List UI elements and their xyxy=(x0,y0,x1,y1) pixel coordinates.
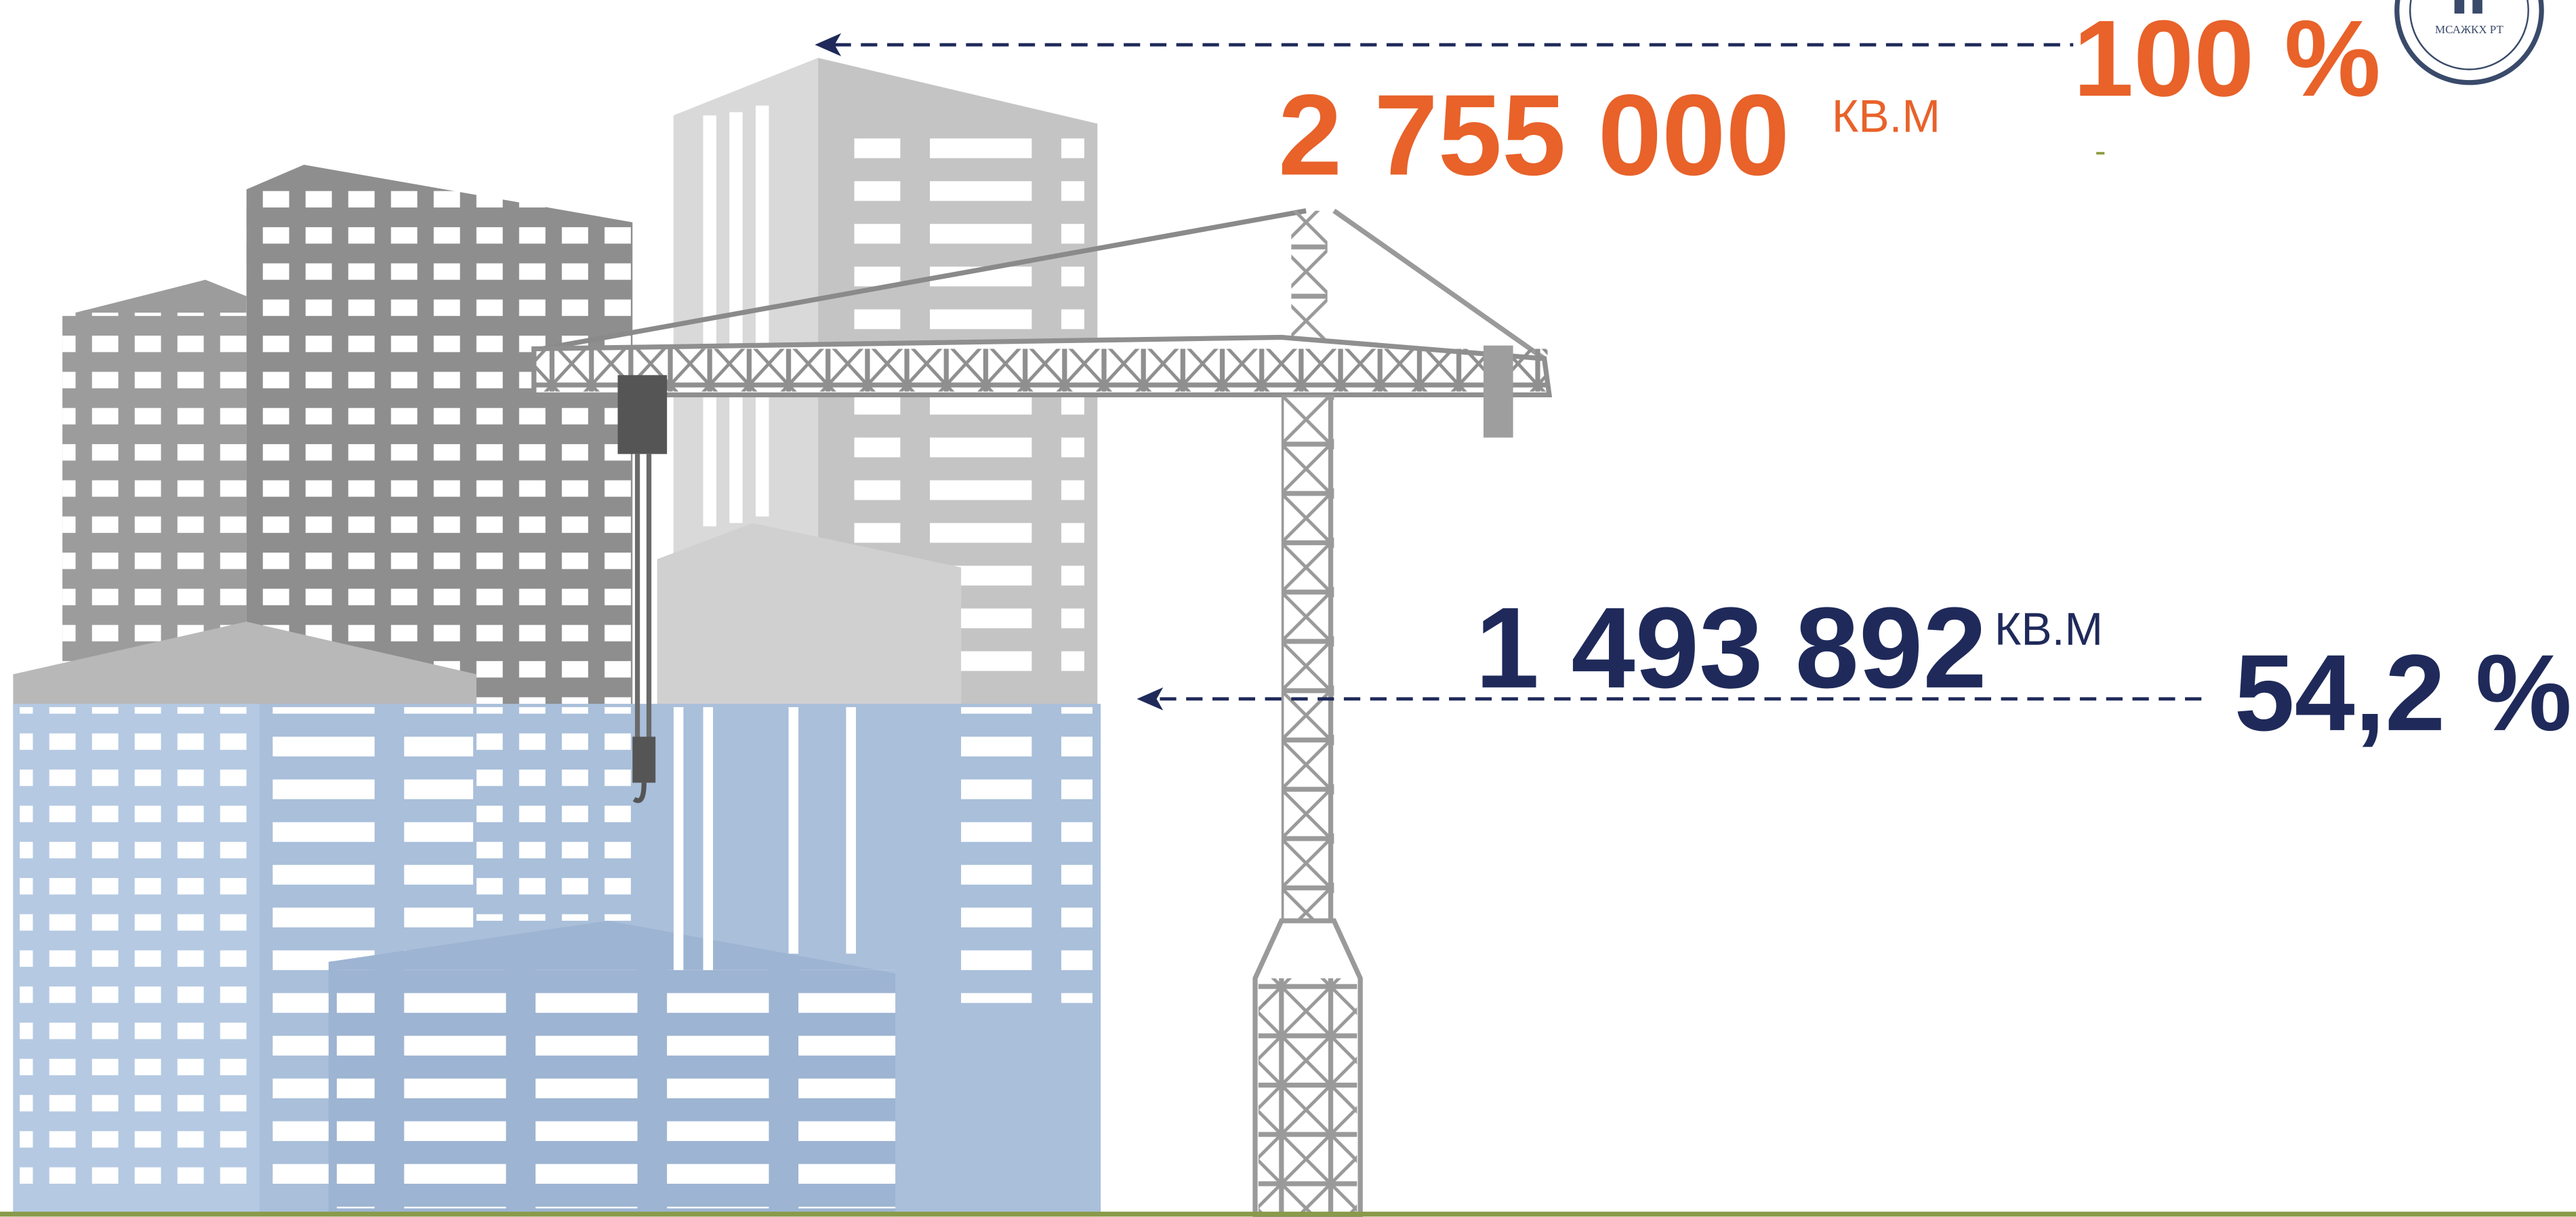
page: 100 % 2 755 000 КВ.М 1 493 892 КВ.М 54,2… xyxy=(0,0,2576,1217)
arrowhead xyxy=(1137,687,1163,711)
logo: МСАЖКХ РТ xyxy=(2397,0,2541,83)
buildings xyxy=(13,58,1101,1216)
completed-percent: 54,2 % xyxy=(2234,632,2572,753)
completed-value: 1 493 892 xyxy=(1475,583,1987,712)
total-percent: 100 % xyxy=(2073,0,2381,119)
completed-unit: КВ.М xyxy=(1995,604,2103,655)
logo-label: МСАЖКХ РТ xyxy=(2435,23,2503,36)
slide: 100 % 2 755 000 КВ.М 1 493 892 КВ.М 54,2… xyxy=(0,0,2576,1217)
ground-line xyxy=(0,1212,2576,1216)
total-value: 2 755 000 xyxy=(1278,71,1790,199)
total-unit: КВ.М xyxy=(1832,92,1940,142)
